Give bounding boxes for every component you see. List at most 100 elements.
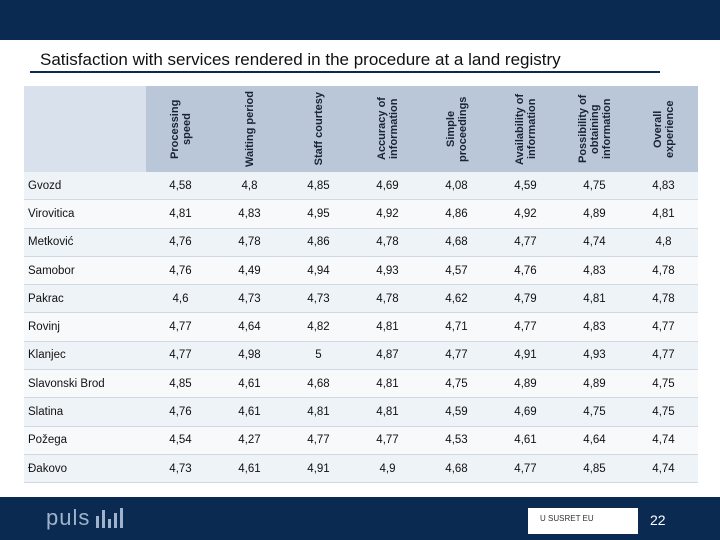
table-cell: 4,77 [422,341,491,371]
table-cell: 4,85 [560,454,629,484]
table-cell: 4,73 [284,284,353,314]
table-cell: 4,68 [422,228,491,257]
table-cell: 4,49 [215,256,284,286]
slide-header: Satisfaction with services rendered in t… [0,0,720,75]
header-band [0,0,720,40]
table-cell: 4,94 [284,256,353,286]
table-cell: 4,89 [560,199,629,229]
table-cell: 4,83 [560,312,629,342]
table-body: Gvozd 4,58 4,8 4,85 4,69 4,08 4,59 4,75 4,83 Viro… [24,172,698,484]
table-corner-cell [24,86,146,172]
satisfaction-table-container: Processing speed Waiting period Staff co… [24,86,698,486]
table-cell: 4,76 [146,397,215,427]
table-cell: 4,61 [215,454,284,484]
row-label: Rovinj [24,312,146,342]
table-row: Slatina 4,76 4,61 4,81 4,81 4,59 4,69 4,75 4,75 [24,397,698,427]
row-label: Đakovo [24,454,146,484]
table-cell: 4,77 [491,454,560,484]
table-cell: 4,64 [560,426,629,455]
table-cell: 4,57 [422,256,491,286]
column-header-label: Accuracy of information [375,97,400,161]
table-cell: 4,64 [215,312,284,342]
table-cell: 4,79 [491,284,560,314]
puls-logo-bars-icon [96,508,136,528]
column-header: Waiting period [215,86,284,172]
table-cell: 4,78 [215,228,284,257]
table-cell: 4,95 [284,199,353,229]
table-cell: 4,75 [629,369,698,399]
row-label: Požega [24,426,146,455]
row-label: Slatina [24,397,146,427]
page-number: 22 [650,512,666,528]
table-row: Metković 4,76 4,78 4,86 4,78 4,68 4,77 4,74 4,8 [24,228,698,257]
table-cell: 4,58 [146,172,215,201]
table-row: Klanjec 4,77 4,98 5 4,87 4,77 4,91 4,93 4,77 [24,341,698,371]
table-cell: 4,74 [629,426,698,455]
table-cell: 4,87 [353,341,422,371]
table-cell: 4,61 [491,426,560,455]
table-cell: 4,68 [284,369,353,399]
column-header: Possibility of obtaining information [560,86,629,172]
table-cell: 4,61 [215,397,284,427]
table-cell: 4,59 [491,172,560,201]
table-cell: 4,82 [284,312,353,342]
table-cell: 4,9 [353,454,422,484]
table-cell: 4,69 [491,397,560,427]
table-cell: 4,77 [353,426,422,455]
table-cell: 4,93 [560,341,629,371]
column-header-label: Waiting period [243,91,256,167]
table-cell: 4,59 [422,397,491,427]
column-header: Availability of information [491,86,560,172]
table-cell: 5 [284,341,353,371]
column-header-label: Possibility of obtaining information [576,94,613,164]
table-row: Požega 4,54 4,27 4,77 4,77 4,53 4,61 4,64 4,74 [24,426,698,455]
table-cell: 4,78 [629,256,698,286]
table-cell: 4,76 [146,228,215,257]
table-cell: 4,83 [560,256,629,286]
sponsor-logo [528,508,638,534]
table-cell: 4,91 [491,341,560,371]
table-cell: 4,54 [146,426,215,455]
table-cell: 4,75 [560,172,629,201]
table-row: Rovinj 4,77 4,64 4,82 4,81 4,71 4,77 4,83 4,77 [24,312,698,342]
table-cell: 4,86 [284,228,353,257]
table-cell: 4,77 [629,341,698,371]
table-cell: 4,83 [215,199,284,229]
row-label: Samobor [24,256,146,286]
table-row: Đakovo 4,73 4,61 4,91 4,9 4,68 4,77 4,85 4,74 [24,454,698,484]
table-cell: 4,77 [491,312,560,342]
table-cell: 4,92 [491,199,560,229]
table-cell: 4,81 [146,199,215,229]
table-cell: 4,78 [353,284,422,314]
table-cell: 4,89 [560,369,629,399]
table-cell: 4,92 [353,199,422,229]
table-cell: 4,81 [560,284,629,314]
table-cell: 4,8 [215,172,284,201]
table-row: Gvozd 4,58 4,8 4,85 4,69 4,08 4,59 4,75 4,83 [24,172,698,201]
row-label: Slavonski Brod [24,369,146,399]
row-label: Metković [24,228,146,257]
satisfaction-table: Processing speed Waiting period Staff co… [24,86,698,484]
table-cell: 4,8 [629,228,698,257]
table-cell: 4,81 [353,397,422,427]
column-header: Processing speed [146,86,215,172]
column-header: Overall experience [629,86,698,172]
row-label: Pakrac [24,284,146,314]
table-cell: 4,76 [491,256,560,286]
table-cell: 4,93 [353,256,422,286]
column-header: Staff courtesy [284,86,353,172]
table-cell: 4,77 [146,312,215,342]
table-cell: 4,77 [491,228,560,257]
table-cell: 4,08 [422,172,491,201]
table-cell: 4,53 [422,426,491,455]
table-row: Virovitica 4,81 4,83 4,95 4,92 4,86 4,92 4,89 4,… [24,199,698,229]
row-label: Gvozd [24,172,146,201]
table-cell: 4,78 [353,228,422,257]
title-underline [30,71,660,73]
table-cell: 4,81 [629,199,698,229]
table-cell: 4,78 [629,284,698,314]
table-cell: 4,81 [353,369,422,399]
column-header-label: Simple proceedings [444,96,469,162]
table-cell: 4,85 [146,369,215,399]
table-row: Samobor 4,76 4,49 4,94 4,93 4,57 4,76 4,83 4,78 [24,256,698,286]
